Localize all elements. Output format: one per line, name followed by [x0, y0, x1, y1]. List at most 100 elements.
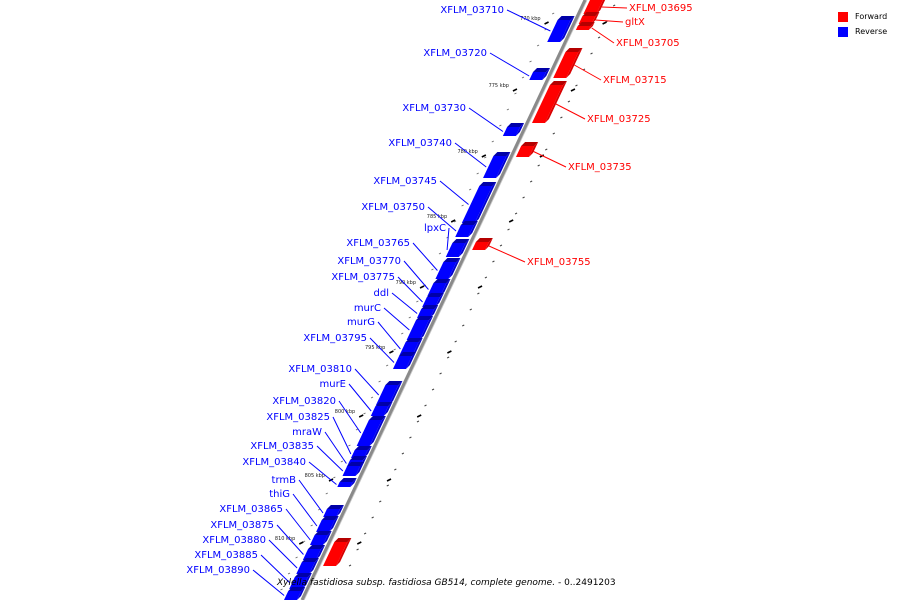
- gene-features: [284, 0, 606, 600]
- gene-top-face: [557, 16, 575, 20]
- leader-XFLM_03735: [533, 151, 567, 168]
- gene-label-XFLM_03835: XFLM_03835: [250, 441, 314, 452]
- gene-side-face: [405, 352, 417, 369]
- gene-front-face: [323, 542, 348, 566]
- gene-XFLM_03765: [435, 258, 461, 279]
- minor-tick: [378, 380, 381, 383]
- genome-caption: Xylella fastidiosa subsp. fastidiosa GB5…: [277, 578, 616, 588]
- kbp-tick-mark: [419, 285, 425, 289]
- genome-backbone: [300, 0, 588, 600]
- gene-front-face: [531, 85, 563, 123]
- kbp-tick-label: 795 kbp: [365, 345, 385, 351]
- leader-XFLM_03705: [591, 27, 615, 44]
- gene-XFLM_03750: [455, 221, 478, 237]
- minor-ticks: [280, 4, 616, 591]
- kbp-tick-label: 785 kbp: [427, 214, 447, 220]
- gene-side-face: [430, 305, 439, 318]
- gene-label-XFLM_03745: XFLM_03745: [373, 176, 437, 187]
- kbp-tick-mark: [416, 414, 422, 418]
- gene-top-face: [350, 456, 368, 460]
- gene-front-face: [455, 225, 474, 237]
- gene-XFLM_03730: [502, 123, 525, 136]
- minor-tick: [529, 60, 532, 63]
- minor-tick: [341, 580, 344, 583]
- minor-tick: [514, 212, 518, 215]
- minor-tick: [545, 148, 548, 151]
- leader-ddl: [391, 292, 418, 314]
- gene-label-XFLM_03730: XFLM_03730: [402, 103, 466, 114]
- minor-tick: [431, 268, 434, 271]
- minor-tick: [529, 180, 533, 183]
- gene-top-face: [426, 293, 444, 297]
- gene-top-face: [288, 587, 306, 591]
- gene-top-face: [294, 573, 312, 577]
- gene-top-face: [507, 123, 525, 127]
- gene-XFLM_03880: [296, 558, 319, 574]
- gene-top-face: [521, 142, 539, 146]
- gene-label-XFLM_03840: XFLM_03840: [242, 457, 306, 468]
- kbp-tick-label: 810 kbp: [275, 536, 295, 542]
- minor-tick: [280, 588, 283, 591]
- gene-label-murG: murG: [347, 317, 375, 328]
- leader-XFLM_03825: [332, 416, 352, 455]
- gene-front-face: [309, 535, 328, 545]
- gene-side-face: [315, 545, 326, 560]
- minor-tick: [356, 548, 359, 551]
- minor-tick: [507, 228, 510, 231]
- minor-tick: [416, 420, 420, 423]
- gene-front-face: [316, 520, 335, 532]
- gene-XFLM_03840: [337, 478, 357, 487]
- gene-label-XFLM_03710: XFLM_03710: [440, 5, 504, 16]
- gene-murC: [406, 316, 434, 340]
- leader-XFLM_03745: [439, 180, 469, 205]
- gene-XFLM_03740: [483, 152, 511, 178]
- gene-label-XFLM_03775: XFLM_03775: [331, 272, 395, 283]
- gene-label-gltX: gltX: [625, 17, 645, 28]
- leader-murE: [348, 383, 372, 412]
- gene-XFLM_03810: [375, 381, 403, 405]
- gene-label-mraW: mraW: [292, 427, 322, 438]
- kbp-tick-label: 770 kbp: [520, 16, 540, 22]
- gene-top-face: [314, 531, 332, 535]
- minor-tick: [461, 204, 464, 207]
- kbp-tick-mark: [298, 541, 304, 545]
- minor-tick: [424, 404, 427, 407]
- leader-XFLM_03740: [454, 142, 487, 168]
- leader-murC: [383, 307, 410, 331]
- gene-front-face: [406, 320, 430, 340]
- gene-side-face: [458, 239, 470, 257]
- minor-tick: [310, 524, 313, 527]
- leader-gltX: [595, 19, 624, 23]
- gene-top-face: [339, 478, 357, 482]
- gene-front-face: [583, 0, 603, 14]
- gene-label-trmB: trmB: [272, 475, 297, 486]
- gene-top-face: [334, 538, 352, 542]
- gene-side-face: [297, 587, 306, 600]
- gene-label-XFLM_03695: XFLM_03695: [629, 3, 693, 14]
- gene-label-XFLM_03705: XFLM_03705: [616, 38, 680, 49]
- gene-side-face: [435, 293, 444, 307]
- gene-side-face: [468, 221, 478, 237]
- leader-XFLM_03875: [276, 524, 304, 555]
- gene-XFLM_03735: [515, 142, 539, 157]
- leader-XFLM_03730: [468, 107, 504, 132]
- minor-tick: [454, 340, 457, 343]
- gene-front-face: [296, 562, 315, 574]
- gene-side-face: [383, 402, 393, 416]
- leader-XFLM_03840: [308, 461, 337, 485]
- gene-side-face: [336, 538, 352, 566]
- minor-tick: [560, 116, 563, 119]
- gene-top-face: [565, 48, 583, 52]
- gene-label-XFLM_03755: XFLM_03755: [527, 257, 591, 268]
- kbp-tick-mark: [358, 414, 364, 418]
- gene-top-face: [452, 239, 470, 243]
- minor-tick: [370, 396, 374, 399]
- gene-labels: XFLM_03695 gltX XFLM_03705 XFLM_03710 XFLM_0…: [186, 3, 692, 576]
- gene-trmB: [323, 505, 344, 517]
- gene-front-face: [289, 577, 308, 589]
- minor-tick: [492, 260, 495, 263]
- gene-label-XFLM_03865: XFLM_03865: [219, 504, 283, 515]
- gene-side-face: [566, 48, 583, 78]
- gene-front-face: [370, 406, 389, 416]
- gene-XFLM_03720: [529, 68, 551, 80]
